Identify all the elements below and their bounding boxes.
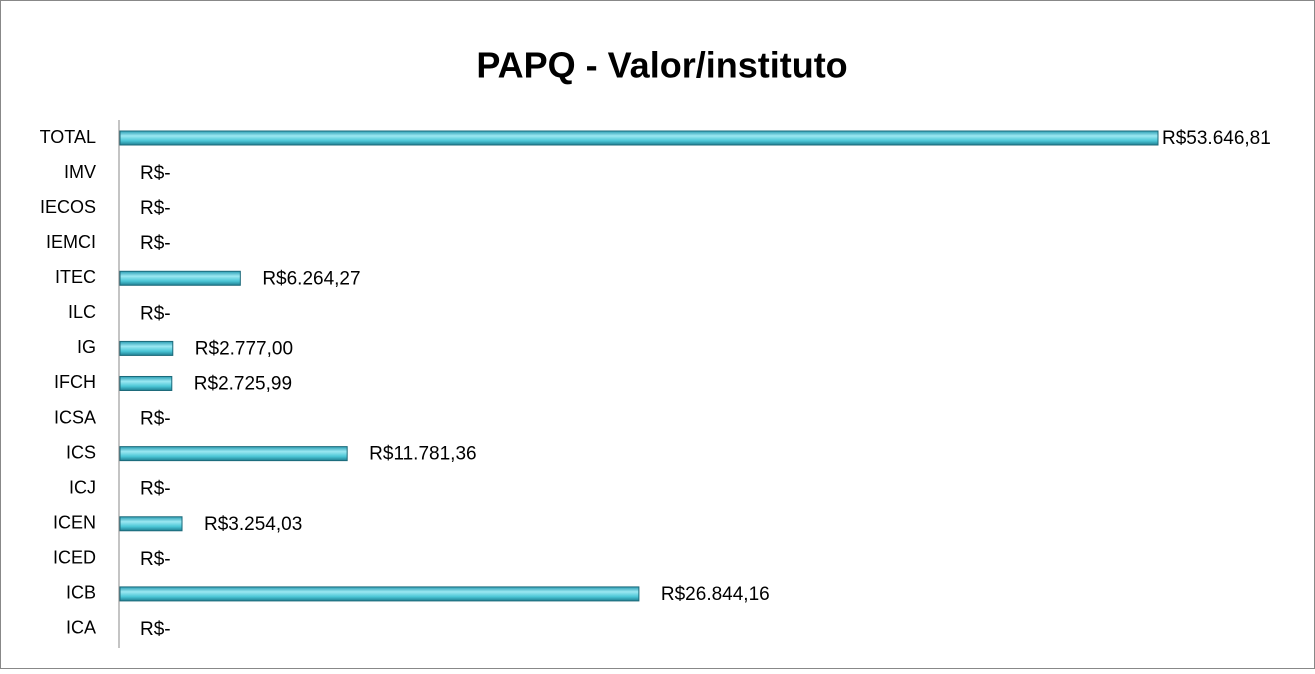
data-label: R$26.844,16	[661, 584, 770, 605]
data-label: R$-	[140, 619, 171, 640]
category-label: ICEN	[53, 513, 96, 533]
data-label: R$6.264,27	[262, 268, 360, 289]
data-label: R$11.781,36	[369, 444, 476, 465]
data-label: R$-	[140, 409, 171, 430]
data-label: R$2.725,99	[194, 374, 292, 395]
bar	[119, 516, 183, 532]
category-label: ICB	[66, 583, 96, 603]
data-label: R$53.646,81	[1162, 128, 1271, 149]
bar	[119, 586, 640, 602]
category-label: IFCH	[54, 372, 96, 392]
category-label: TOTAL	[40, 127, 96, 147]
data-label: R$2.777,00	[195, 338, 293, 359]
data-label: R$-	[140, 198, 171, 219]
category-label: ICJ	[69, 477, 96, 497]
category-label: IECOS	[40, 197, 96, 217]
category-label: ICED	[53, 548, 96, 568]
chart-title: PAPQ - Valor/instituto	[476, 45, 847, 86]
bar	[119, 270, 241, 286]
category-label: ICA	[66, 618, 96, 638]
category-label: IEMCI	[46, 232, 96, 252]
data-label: R$-	[140, 163, 171, 184]
category-label: ICS	[66, 442, 96, 462]
bar	[119, 375, 173, 391]
data-label: R$-	[140, 479, 171, 500]
category-label: IMV	[64, 162, 96, 182]
data-label: R$-	[140, 303, 171, 324]
category-label: ICSA	[54, 407, 96, 427]
bar	[119, 130, 1159, 146]
bar	[119, 446, 348, 462]
bar	[119, 340, 174, 356]
category-label: ILC	[68, 302, 96, 322]
category-label: ITEC	[55, 267, 96, 287]
data-label: R$-	[140, 549, 171, 570]
data-label: R$3.254,03	[204, 514, 302, 535]
category-label: IG	[77, 337, 96, 357]
data-label: R$-	[140, 233, 171, 254]
